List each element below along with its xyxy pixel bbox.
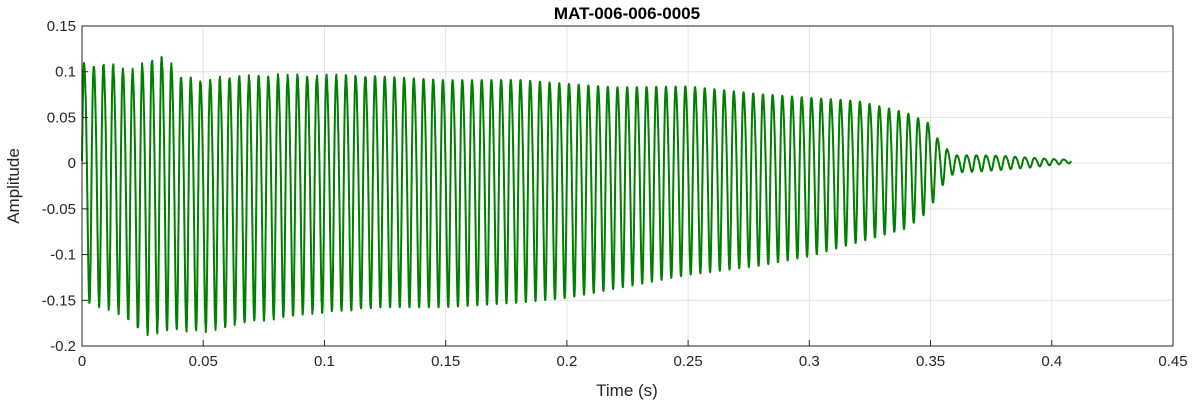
y-tick-label: 0.05 [47, 109, 76, 126]
plot-frame [81, 25, 1174, 347]
y-tick-label: 0 [68, 155, 76, 172]
x-tick-label: 0 [78, 353, 86, 370]
y-axis-label: Amplitude [4, 148, 23, 224]
x-tick-label: 0.2 [556, 353, 577, 370]
x-tick-label: 0.45 [1158, 353, 1187, 370]
y-tick-label: 0.1 [55, 64, 76, 81]
x-axis-label: Time (s) [596, 381, 658, 400]
y-tick-label: 0.15 [47, 18, 76, 35]
waveform-line [81, 56, 1073, 337]
x-tick-label: 0.05 [189, 353, 218, 370]
axis-ticks: 0 0.05 0.1 0.15 0.2 0.25 0.3 0.35 0.4 0.45 -0.2 -0.… [42, 18, 1188, 370]
x-tick-label: 0.4 [1041, 353, 1062, 370]
x-tick-label: 0.1 [314, 353, 335, 370]
signal-series [81, 56, 1073, 337]
y-tick-label: -0.05 [42, 201, 76, 218]
chart-title: MAT-006-006-0005 [554, 4, 700, 23]
y-tick-label: -0.1 [50, 247, 76, 264]
x-tick-label: 0.35 [916, 353, 945, 370]
y-tick-label: -0.2 [50, 338, 76, 355]
x-tick-label: 0.3 [799, 353, 820, 370]
x-tick-label: 0.25 [674, 353, 703, 370]
y-tick-label: -0.15 [42, 292, 76, 309]
x-tick-label: 0.15 [431, 353, 460, 370]
